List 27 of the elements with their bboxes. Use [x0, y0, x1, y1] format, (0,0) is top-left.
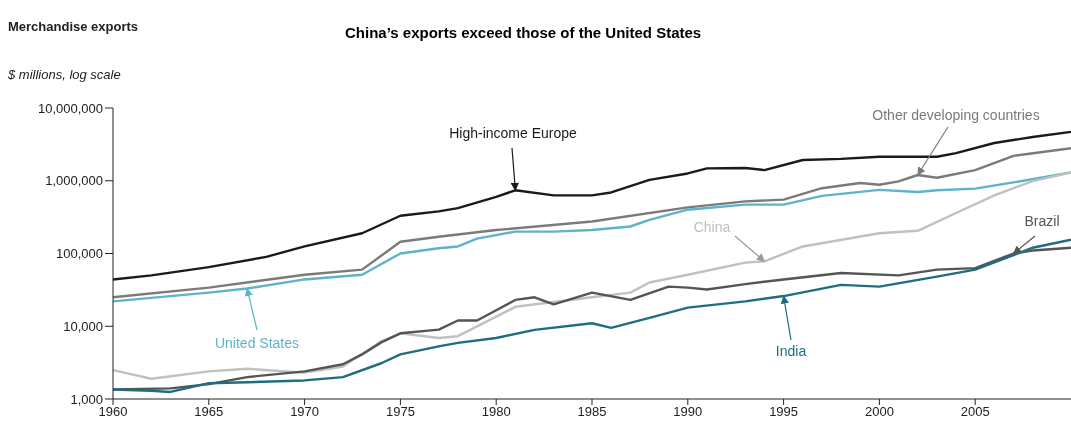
x-tick-label: 1995: [769, 404, 799, 420]
x-tick-label: 1980: [481, 404, 511, 420]
x-tick-label: 2005: [960, 404, 990, 420]
x-tick-label: 1985: [577, 404, 607, 420]
x-tick-label: 1975: [385, 404, 415, 420]
y-axis-title: $ millions, log scale: [8, 67, 121, 82]
y-tick-label: 1,000,000: [45, 173, 103, 189]
x-tick-label: 1970: [290, 404, 320, 420]
chart-title: China’s exports exceed those of the United States: [345, 24, 702, 41]
text: High-income Europe: [449, 125, 578, 141]
line-series: [113, 171, 1071, 303]
line-series: [113, 171, 1071, 380]
line-series: [113, 147, 1071, 299]
chart-subtitle: Merchandise exports: [8, 19, 139, 34]
text: India: [775, 343, 807, 359]
y-tick-label: 10,000: [63, 318, 103, 334]
x-tick-label: 1960: [98, 404, 128, 420]
y-tick-label: 1,000: [70, 391, 103, 407]
series-label: Brazil: [1024, 213, 1060, 229]
y-tick-label: 100,000: [56, 246, 103, 262]
x-tick-label: 2000: [864, 404, 894, 420]
y-tick-label: 10,000,000: [37, 100, 103, 116]
text: Other developing countries: [872, 107, 1040, 123]
text: United States: [214, 335, 300, 351]
x-tick-label: 1990: [673, 404, 703, 420]
x-tick-label: 1965: [194, 404, 224, 420]
text: China: [693, 219, 731, 235]
